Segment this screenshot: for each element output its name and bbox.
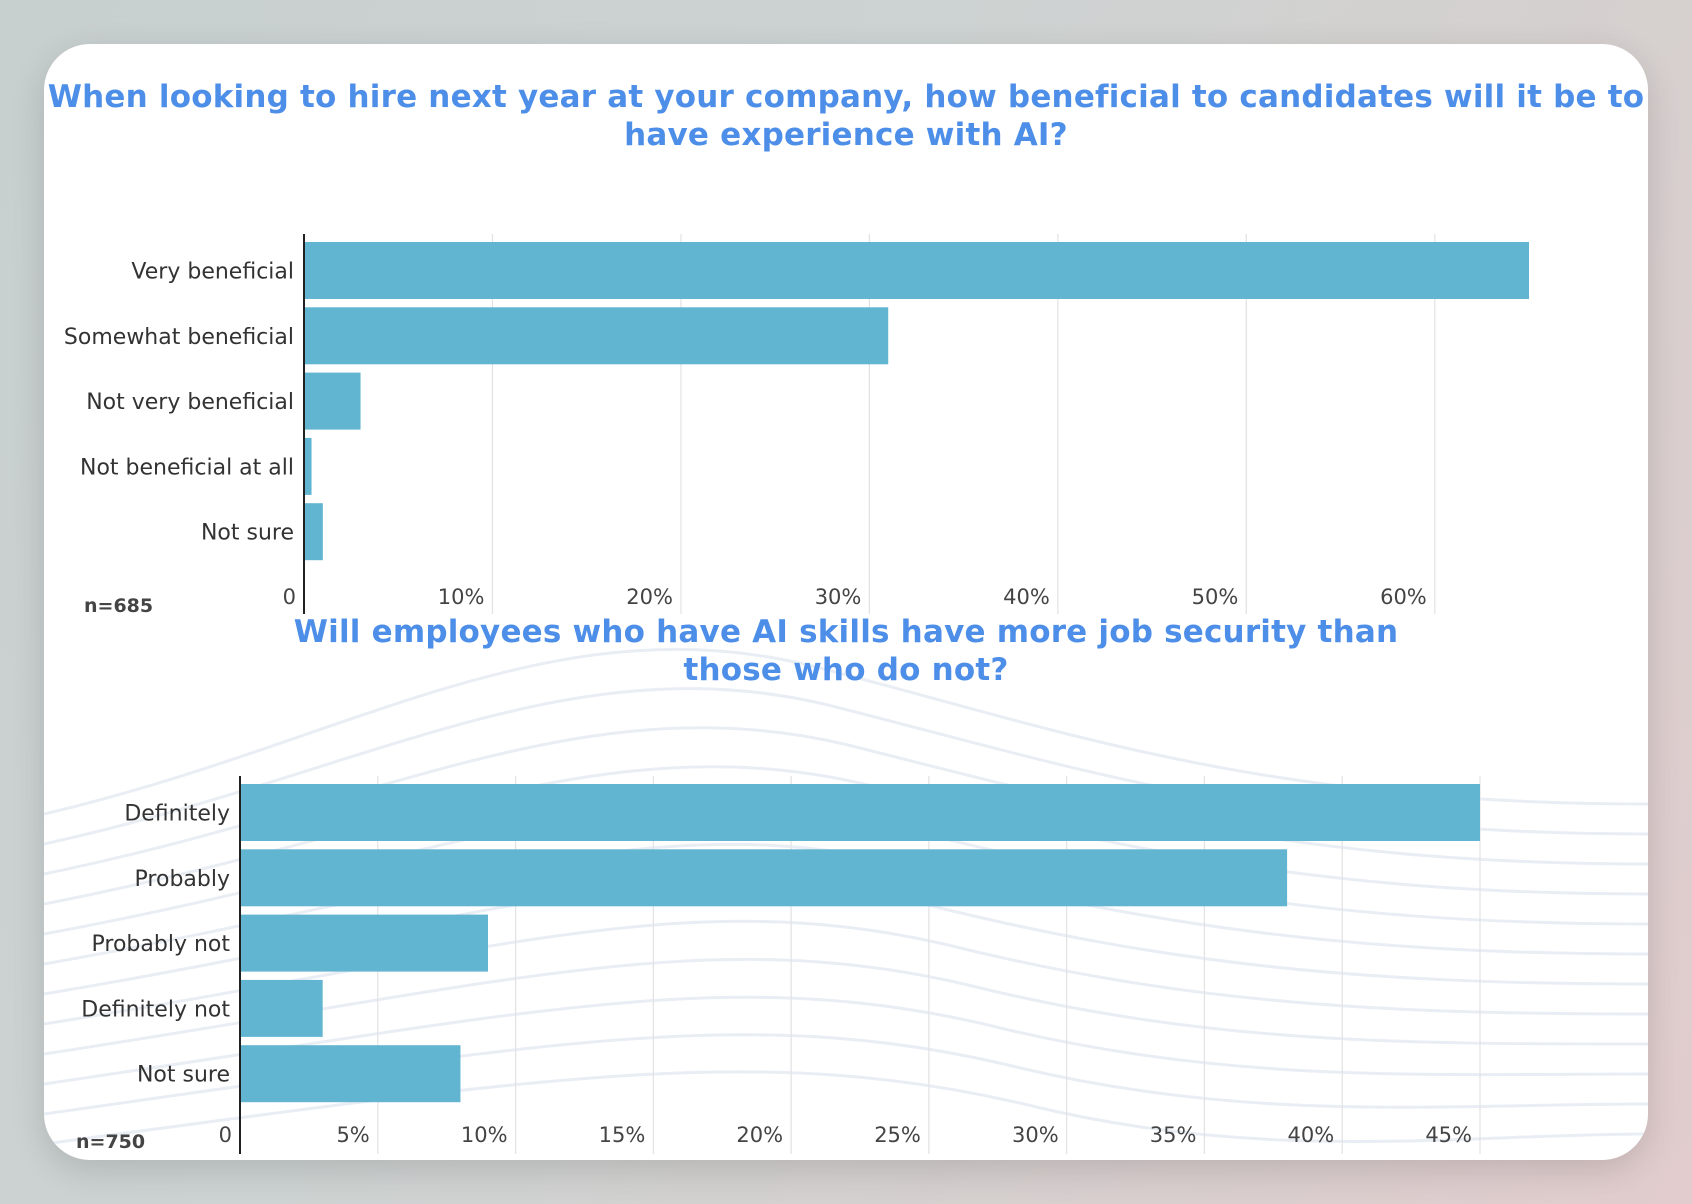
category-label: Not beneficial at all [80,455,294,480]
x-tick-label: 40% [1288,1123,1335,1147]
category-label: Somewhat beneficial [64,325,294,350]
bar-chart-ai-experience: Very beneficial Somewhat beneficial Not ve… [64,234,1529,617]
sample-size-note: n=750 [76,1131,145,1153]
x-tick-label: 60% [1380,585,1427,609]
bar [240,849,1288,907]
x-tick-label: 10% [438,585,485,609]
category-label: Not sure [137,1063,230,1088]
bar [240,1045,461,1103]
bar-chart-job-security: Definitely Probably Probably not Definitely… [76,776,1481,1154]
x-tick-label: 35% [1150,1123,1197,1147]
chart-card: When looking to hire next year at your c… [44,44,1648,1160]
category-label: Not sure [201,521,294,546]
bar [304,503,323,561]
x-tick-label: 20% [736,1123,783,1147]
category-label: Not very beneficial [86,390,294,415]
x-tick-label: 15% [599,1123,646,1147]
category-label: Probably not [92,932,231,957]
x-tick-label: 0 [219,1123,232,1147]
bar [240,979,323,1037]
chart-title-ai-experience: When looking to hire next year at your c… [47,79,1645,153]
category-label: Very beneficial [131,260,294,285]
x-tick-label: 45% [1425,1123,1472,1147]
category-label: Definitely [124,802,230,827]
chart-title-job-security: Will employees who have AI skills have m… [293,614,1399,688]
category-label: Definitely not [81,997,230,1022]
bar [240,784,1480,841]
bar [304,307,889,365]
x-tick-label: 5% [336,1123,369,1147]
x-tick-label: 30% [815,585,862,609]
x-tick-label: 0 [283,585,296,609]
bar [304,437,312,495]
x-tick-label: 20% [626,585,673,609]
x-tick-label: 10% [461,1123,508,1147]
x-tick-label: 50% [1192,585,1239,609]
bar [240,914,488,972]
x-tick-label: 25% [874,1123,921,1147]
category-label: Probably [135,867,230,892]
bar [304,242,1529,299]
bar [304,372,361,430]
sample-size-note: n=685 [84,595,153,617]
x-tick-label: 30% [1012,1123,1059,1147]
x-tick-label: 40% [1003,585,1050,609]
